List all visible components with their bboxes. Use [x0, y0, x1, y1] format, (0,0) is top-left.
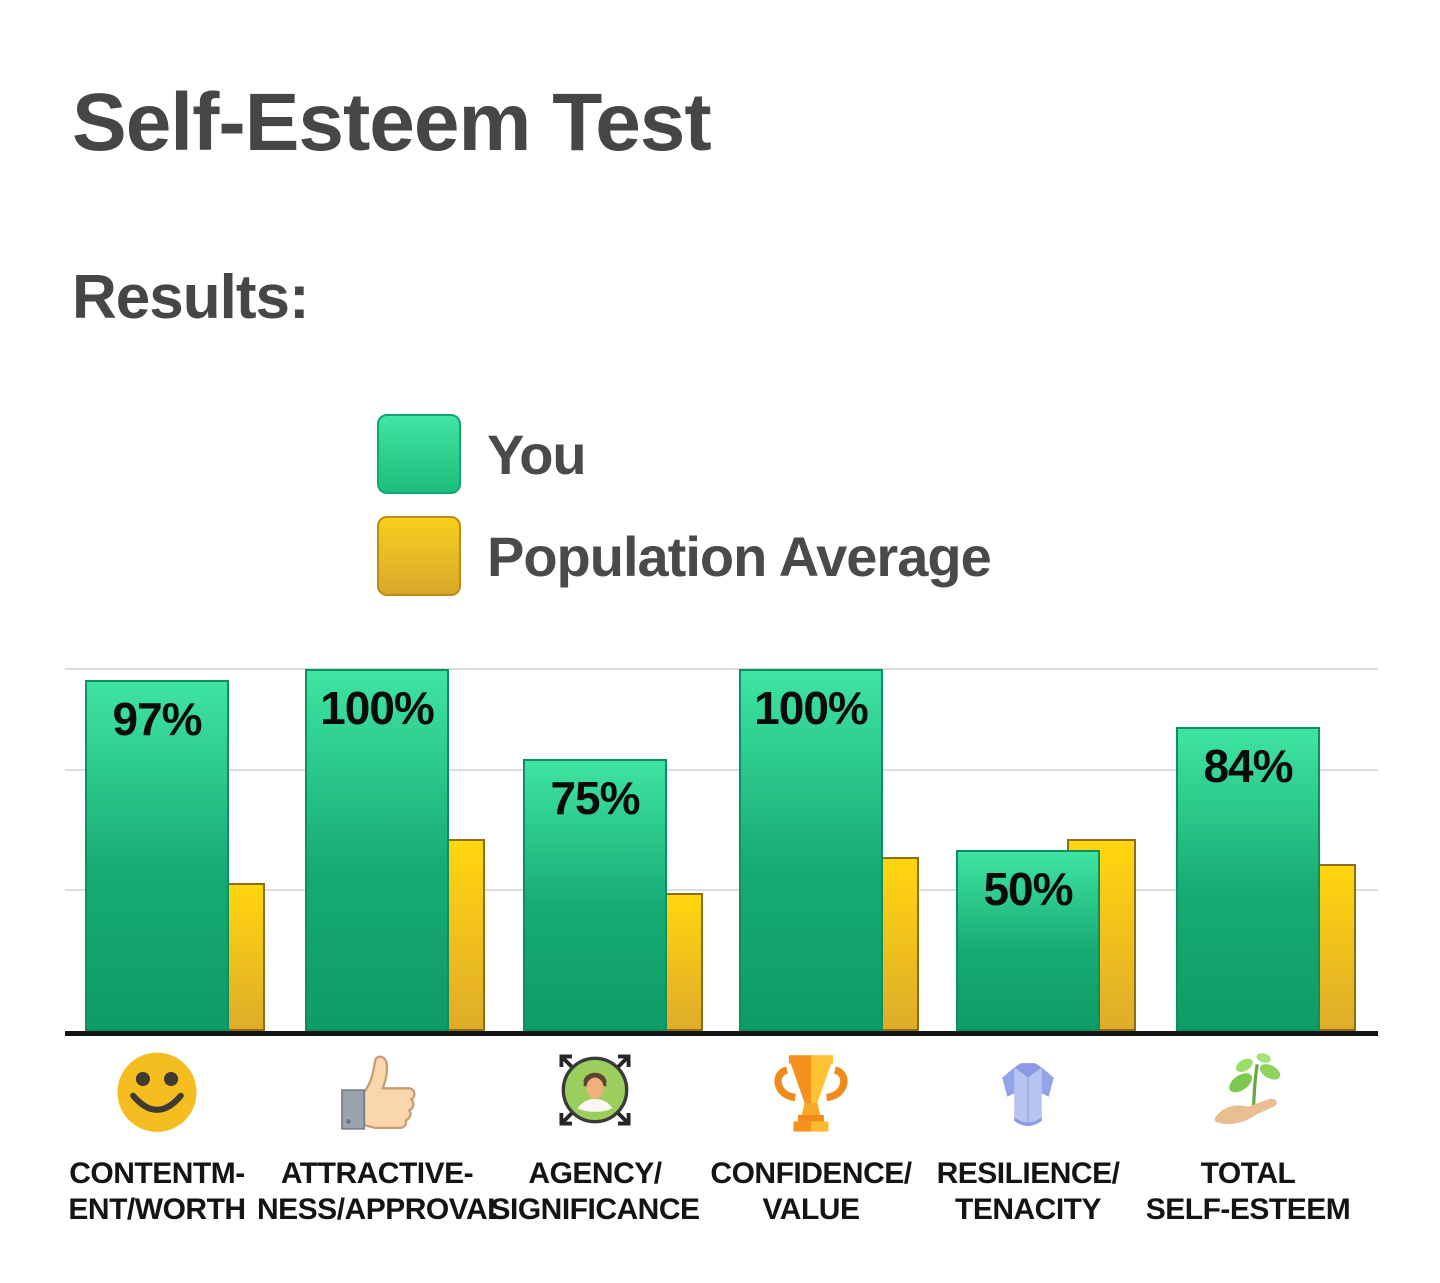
you-bar: 50%	[956, 850, 1100, 1031]
bar-group: 100%	[739, 669, 919, 1031]
category-item: RESILIENCE/TENACITY	[908, 1044, 1148, 1228]
plant-in-hand-icon	[1128, 1044, 1368, 1138]
bar-value-label: 50%	[983, 863, 1073, 915]
category-item: CONFIDENCE/VALUE	[691, 1044, 931, 1228]
bar-group: 97%	[85, 669, 265, 1031]
gridline	[65, 769, 1378, 771]
category-label: CONFIDENCE/VALUE	[710, 1157, 912, 1226]
gridline	[65, 889, 1378, 891]
bar-chart: 97% 100% 75% 100% 50% 84%	[65, 668, 1378, 1036]
category-label: RESILIENCE/TENACITY	[936, 1157, 1120, 1226]
category-label: CONTENTM- ENT/WORTH	[68, 1157, 246, 1226]
trophy-icon	[691, 1044, 931, 1138]
page-title: Self-Esteem Test	[72, 77, 712, 168]
bar-group: 100%	[305, 669, 485, 1031]
you-bar: 75%	[523, 759, 667, 1031]
expand-arrows-person-icon	[475, 1044, 715, 1138]
x-axis-line	[65, 1031, 1378, 1036]
legend-swatch-population-average	[377, 516, 461, 596]
legend-label-population-average: Population Average	[487, 524, 992, 588]
smiley-icon	[37, 1044, 277, 1138]
you-bar: 84%	[1176, 727, 1320, 1031]
legend-swatch-you	[377, 414, 461, 494]
category-axis: CONTENTM- ENT/WORTH ATTRACTIVE- NESS/APPRO…	[65, 1044, 1378, 1244]
bar-value-label: 97%	[112, 693, 202, 745]
category-item: TOTAL SELF-ESTEEM	[1128, 1044, 1368, 1228]
category-item: ATTRACTIVE- NESS/APPROVAL	[257, 1044, 506, 1228]
legend-item-you: You	[377, 414, 991, 494]
bar-group: 50%	[956, 669, 1136, 1031]
bar-group: 75%	[523, 669, 703, 1031]
legend-item-population-average: Population Average	[377, 516, 992, 596]
category-item: CONTENTM- ENT/WORTH	[37, 1044, 277, 1228]
you-bar: 100%	[739, 669, 883, 1031]
gridline	[65, 668, 1378, 670]
bar-value-label: 100%	[320, 682, 435, 734]
bar-group: 84%	[1176, 669, 1356, 1031]
category-label: ATTRACTIVE- NESS/APPROVAL	[257, 1157, 506, 1226]
chart-legend: You Population Average	[377, 414, 992, 618]
bar-value-label: 100%	[754, 682, 869, 734]
category-item: AGENCY/SIGNIFICANCE	[475, 1044, 715, 1228]
you-bar: 97%	[85, 680, 229, 1031]
thumbs-up-icon	[257, 1044, 497, 1138]
category-label: TOTAL SELF-ESTEEM	[1145, 1157, 1351, 1226]
you-bar: 100%	[305, 669, 449, 1031]
results-heading: Results:	[72, 263, 310, 332]
category-label: AGENCY/SIGNIFICANCE	[490, 1157, 700, 1226]
bar-value-label: 84%	[1203, 740, 1293, 792]
bar-value-label: 75%	[550, 772, 640, 824]
legend-label-you: You	[487, 422, 587, 486]
armor-shirt-icon	[908, 1044, 1148, 1138]
